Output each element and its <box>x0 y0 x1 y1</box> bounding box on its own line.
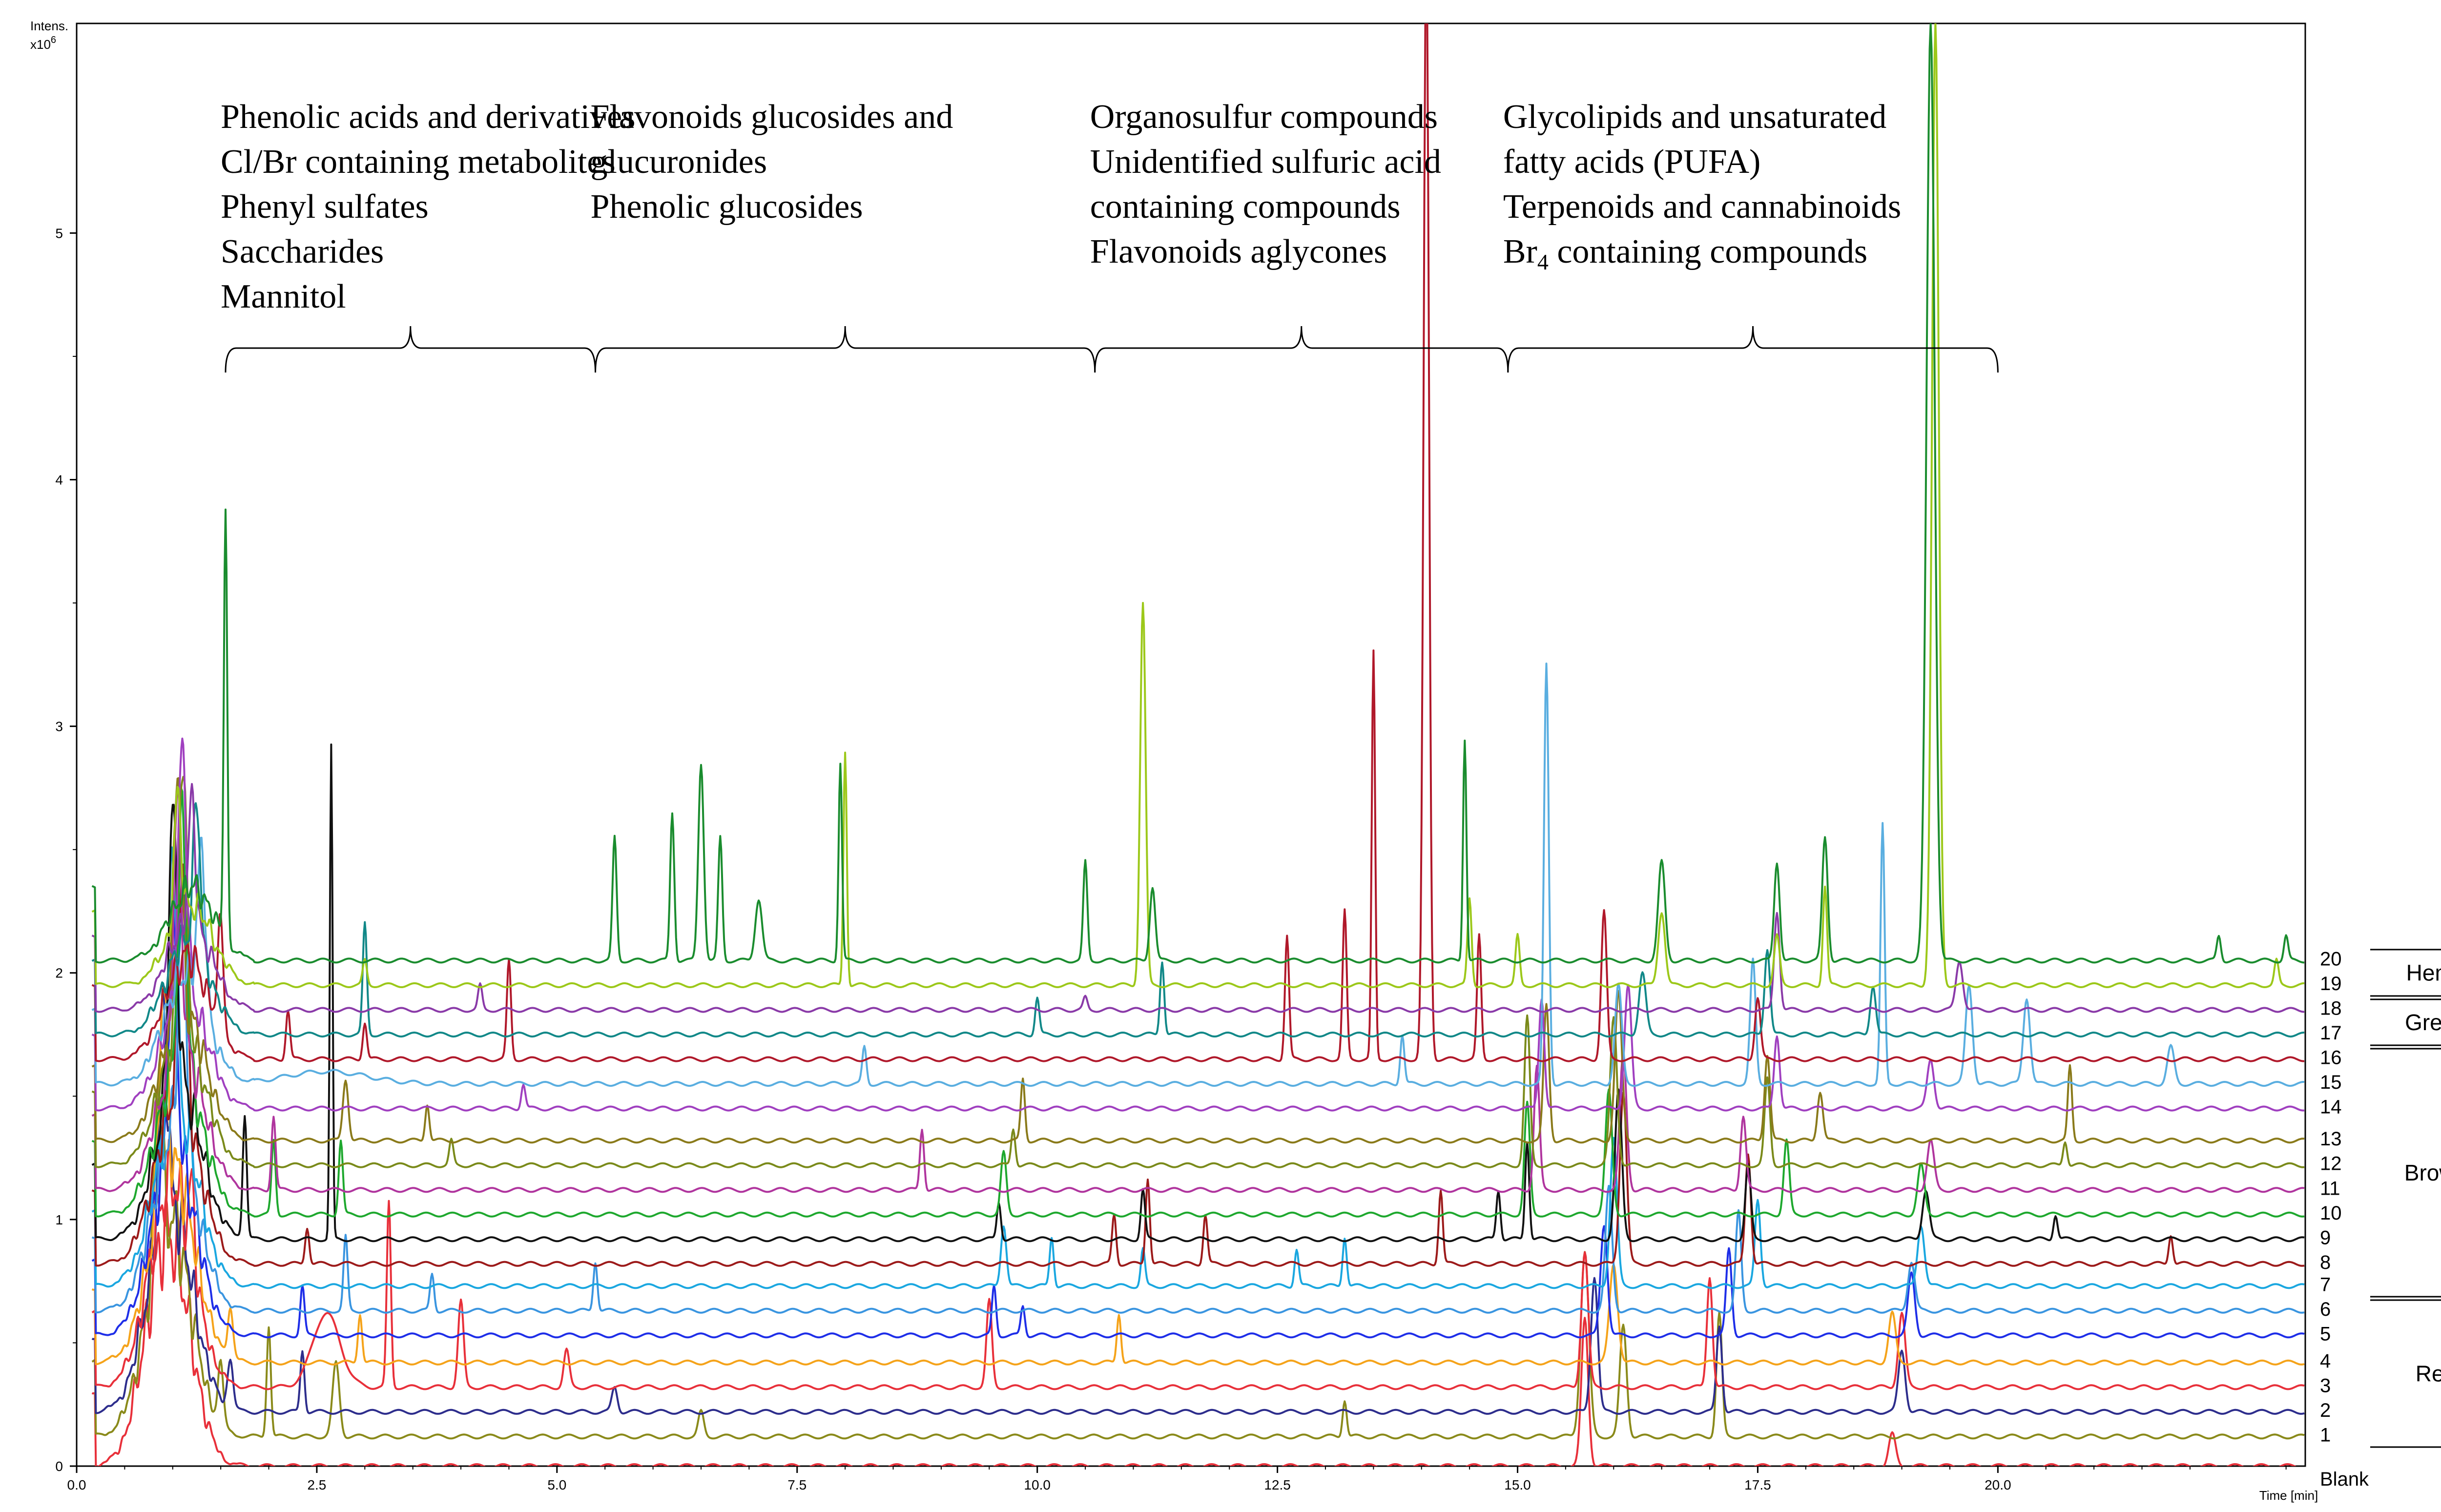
series-line <box>91 776 2305 1168</box>
group-brace <box>595 326 1096 373</box>
trace-label: 19 <box>2320 973 2342 994</box>
series-line <box>91 743 2305 1243</box>
series-line <box>91 880 2305 1314</box>
series-line <box>91 1081 2305 1440</box>
group-text-line: Terpenoids and cannabinoids <box>1503 188 1901 226</box>
group-brace <box>1507 326 1999 373</box>
group-text-line: Mannitol <box>221 278 346 315</box>
group-text-line: Unidentified sulfuric acid <box>1090 143 1441 181</box>
trace-label: 18 <box>2320 998 2342 1019</box>
group-text-line: Br4 containing compounds <box>1503 233 1867 274</box>
trace-label: 10 <box>2320 1202 2342 1224</box>
series-line <box>91 890 2305 1339</box>
trace-label: 13 <box>2320 1128 2342 1150</box>
x-tick-label: 7.5 <box>787 1477 807 1492</box>
series-line <box>91 846 2305 1289</box>
y-tick-label: 4 <box>55 472 63 487</box>
y-tick-label: 5 <box>55 226 63 241</box>
group-brace <box>1094 326 1509 373</box>
series-line <box>91 863 2305 1267</box>
trace-label: 17 <box>2320 1022 2342 1044</box>
group-brace <box>225 326 597 373</box>
series-line <box>91 987 2305 1366</box>
trace-label: 14 <box>2320 1097 2342 1118</box>
sample-group-label: Red <box>2416 1361 2441 1387</box>
trace-label: Blank <box>2320 1469 2369 1490</box>
x-tick-label: 5.0 <box>547 1477 566 1492</box>
group-text-line: Flavonoids glucosides and <box>591 98 953 136</box>
series-line <box>91 783 2305 1013</box>
trace-label: 8 <box>2320 1252 2331 1273</box>
traces <box>91 23 2305 1466</box>
group-text-line: Flavonoids aglycones <box>1090 233 1387 270</box>
trace-label: 7 <box>2320 1274 2331 1295</box>
y-axis-label: Intens. <box>30 19 68 33</box>
trace-label: 16 <box>2320 1047 2342 1069</box>
x-tick-label: 0.0 <box>67 1477 86 1492</box>
compound-groups: Phenolic acids and derivatives Cl/Br cont… <box>221 98 1999 373</box>
group-text-line: fatty acids (PUFA) <box>1503 143 1761 181</box>
series-line <box>91 737 2305 1112</box>
y-tick-label: 0 <box>55 1459 63 1474</box>
x-tick-label: 10.0 <box>1024 1477 1051 1492</box>
series-line <box>91 23 2305 964</box>
trace-label: 3 <box>2320 1375 2331 1396</box>
series-line <box>91 777 2305 1144</box>
trace-label: 1 <box>2320 1424 2331 1446</box>
trace-label: 4 <box>2320 1350 2331 1372</box>
trace-label: 11 <box>2320 1178 2340 1199</box>
series-line <box>91 802 2305 1038</box>
series-line <box>91 787 2305 1218</box>
series-line <box>91 23 2305 1062</box>
group-text-line: Glycolipids and unsaturated <box>1503 98 1886 136</box>
y-axis-unit-base: x10 <box>30 37 51 52</box>
trace-label: 20 <box>2320 948 2342 970</box>
group-text-line: Phenyl sulfates <box>221 188 429 226</box>
sample-group-label: Green <box>2405 1010 2441 1035</box>
x-tick-label: 15.0 <box>1504 1477 1531 1492</box>
y-axis-unit: x106 <box>30 35 56 52</box>
group-text-line: glucuronides <box>591 143 767 181</box>
x-axis: 0.0 2.5 5.0 7.5 10.0 12.5 15.0 17.5 20.0 <box>67 1466 2287 1492</box>
x-tick-label: 20.0 <box>1985 1477 2011 1492</box>
x-tick-label: 2.5 <box>307 1477 326 1492</box>
series-line <box>91 663 2305 1087</box>
series-line <box>91 1194 2296 1466</box>
group-text-line: Saccharides <box>221 233 384 270</box>
series-line <box>91 23 2305 988</box>
trace-label: 12 <box>2320 1153 2342 1175</box>
y-tick-label: 1 <box>55 1212 63 1227</box>
y-tick-label: 2 <box>55 966 63 981</box>
trace-label: 5 <box>2320 1323 2331 1345</box>
group-text-line: Organosulfur compounds <box>1090 98 1438 136</box>
sample-group-label: Hemp <box>2406 960 2441 986</box>
x-axis-label: Time [min] <box>2259 1488 2318 1503</box>
x-tick-label: 17.5 <box>1744 1477 1771 1492</box>
y-axis-unit-exponent: 6 <box>51 35 56 45</box>
sample-groups: Hemp Green Brown Red <box>2370 949 2441 1448</box>
y-axis: 0 1 2 3 4 5 <box>55 226 77 1474</box>
trace-label: 15 <box>2320 1072 2342 1093</box>
y-tick-label: 3 <box>55 719 63 734</box>
series-line <box>91 787 2305 1193</box>
sample-group-label: Brown <box>2404 1160 2441 1185</box>
series-line <box>91 1139 2305 1390</box>
trace-label: 2 <box>2320 1400 2331 1421</box>
group-text-line: Phenolic acids and derivatives <box>221 98 635 136</box>
series-line <box>91 982 2305 1415</box>
trace-label: 6 <box>2320 1299 2331 1320</box>
x-tick-label: 12.5 <box>1264 1477 1291 1492</box>
group-text-line: Cl/Br containing metabolites <box>221 143 616 181</box>
group-text-line: containing compounds <box>1090 188 1401 226</box>
trace-label: 9 <box>2320 1227 2331 1248</box>
group-text-line: Phenolic glucosides <box>591 188 863 226</box>
